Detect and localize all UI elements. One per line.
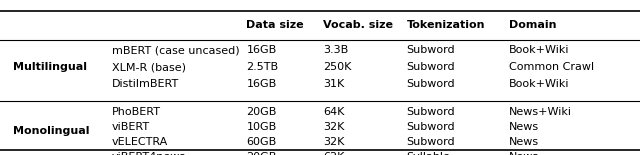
Text: 32K: 32K (323, 122, 344, 132)
Text: PhoBERT: PhoBERT (112, 107, 161, 117)
Text: Subword: Subword (406, 137, 455, 147)
Text: XLM-R (base): XLM-R (base) (112, 62, 186, 72)
Text: Subword: Subword (406, 122, 455, 132)
Text: mBERT (case uncased): mBERT (case uncased) (112, 45, 239, 55)
Text: 31K: 31K (323, 80, 344, 89)
Text: vELECTRA: vELECTRA (112, 137, 168, 147)
Text: Book+Wiki: Book+Wiki (509, 45, 570, 55)
Text: Book+Wiki: Book+Wiki (509, 80, 570, 89)
Text: Subword: Subword (406, 45, 455, 55)
Text: 20GB: 20GB (246, 152, 276, 155)
Text: News: News (509, 152, 539, 155)
Text: Monolingual: Monolingual (13, 126, 90, 136)
Text: 16GB: 16GB (246, 45, 276, 55)
Text: Tokenization: Tokenization (406, 20, 485, 30)
Text: 60GB: 60GB (246, 137, 276, 147)
Text: Subword: Subword (406, 62, 455, 72)
Text: Data size: Data size (246, 20, 304, 30)
Text: Subword: Subword (406, 107, 455, 117)
Text: Common Crawl: Common Crawl (509, 62, 594, 72)
Text: 62K: 62K (323, 152, 344, 155)
Text: 10GB: 10GB (246, 122, 276, 132)
Text: News+Wiki: News+Wiki (509, 107, 572, 117)
Text: 2.5TB: 2.5TB (246, 62, 278, 72)
Text: DistilmBERT: DistilmBERT (112, 80, 179, 89)
Text: Subword: Subword (406, 80, 455, 89)
Text: Domain: Domain (509, 20, 556, 30)
Text: 32K: 32K (323, 137, 344, 147)
Text: 20GB: 20GB (246, 107, 276, 117)
Text: 3.3B: 3.3B (323, 45, 348, 55)
Text: 250K: 250K (323, 62, 351, 72)
Text: 16GB: 16GB (246, 80, 276, 89)
Text: Syllable: Syllable (406, 152, 451, 155)
Text: Multilingual: Multilingual (13, 62, 87, 72)
Text: News: News (509, 122, 539, 132)
Text: 64K: 64K (323, 107, 344, 117)
Text: viBERT: viBERT (112, 122, 150, 132)
Text: viBERT4news: viBERT4news (112, 152, 186, 155)
Text: News: News (509, 137, 539, 147)
Text: Vocab. size: Vocab. size (323, 20, 393, 30)
